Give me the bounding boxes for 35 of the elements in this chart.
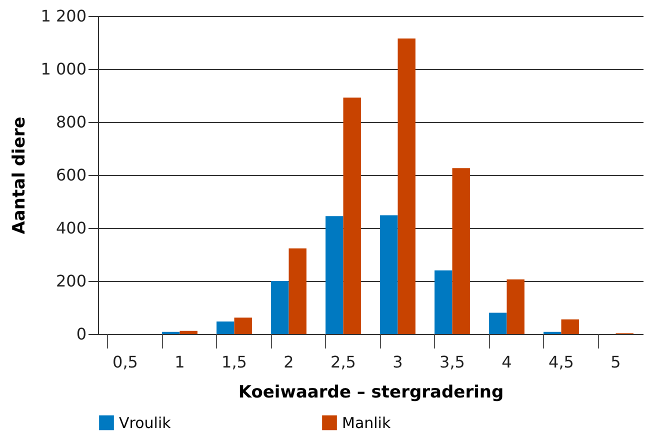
x-tick-label: 3,5: [440, 352, 465, 372]
y-axis-title: Aantal diere: [10, 116, 30, 234]
y-tick-label: 600: [56, 166, 86, 184]
bar: [489, 312, 507, 334]
bar: [506, 279, 524, 334]
x-tick-label: 4: [502, 352, 512, 372]
bar: [288, 248, 306, 334]
legend-label: Manlik: [342, 414, 391, 432]
x-axis-title: Koeiwaarde – stergradering: [238, 382, 504, 402]
bar: [434, 270, 452, 334]
x-tick-label: 1,5: [222, 352, 247, 372]
legend-label: Vroulik: [119, 414, 172, 432]
y-tick-label: 200: [56, 272, 86, 290]
y-tick-label: 1 200: [40, 6, 86, 26]
bar: [398, 38, 416, 334]
x-tick-label: 5: [610, 352, 621, 372]
y-tick-label: 0: [76, 324, 86, 344]
bar: [343, 98, 361, 334]
bar: [216, 322, 234, 334]
x-tick-label: 0,5: [112, 352, 138, 372]
y-tick-label: 800: [56, 112, 86, 132]
bar: [326, 216, 344, 334]
x-tick-label: 2: [284, 352, 294, 372]
bar: [234, 318, 252, 334]
x-tick-label: 2,5: [330, 352, 356, 372]
bar: [180, 330, 198, 334]
y-tick-label: 400: [56, 218, 86, 238]
bar: [561, 319, 579, 334]
x-tick-label: 3: [392, 352, 403, 372]
bar: [271, 281, 289, 334]
bar: [380, 215, 398, 334]
bar: [452, 168, 470, 334]
y-tick-label: 1 000: [40, 60, 86, 78]
x-tick-label: 4,5: [548, 352, 574, 372]
x-tick-label: 1: [174, 352, 185, 372]
